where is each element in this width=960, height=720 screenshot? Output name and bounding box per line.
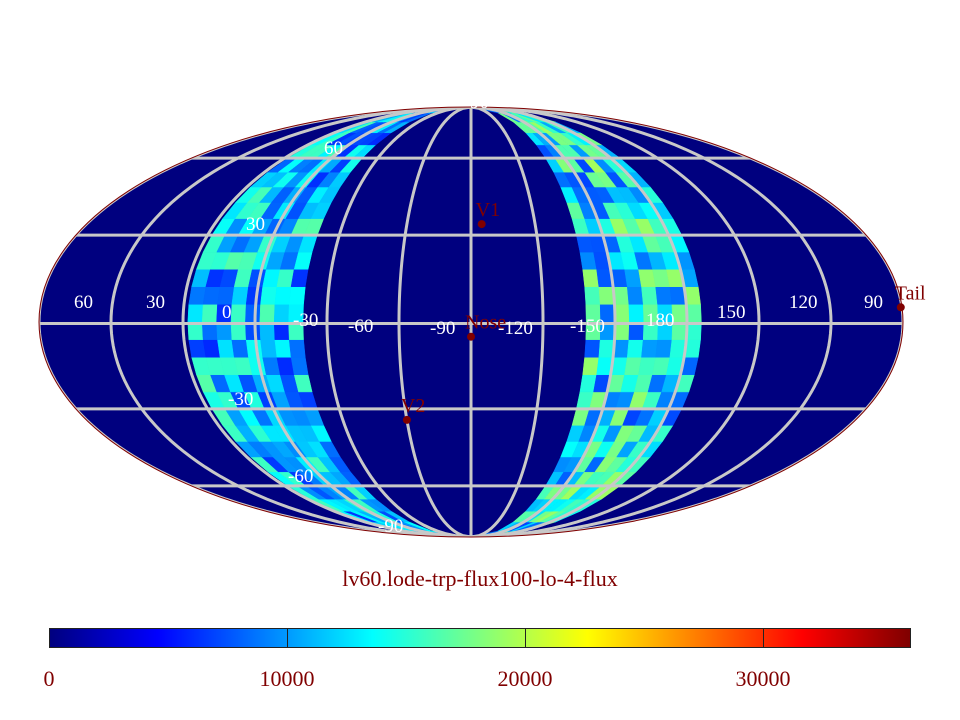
latitude-label: 90	[470, 92, 489, 113]
map-title: lv60.lode-trp-flux100-lo-4-flux	[342, 566, 618, 591]
marker-v1-dot	[477, 220, 486, 229]
flux-cell	[274, 286, 292, 305]
flux-cell	[231, 286, 249, 305]
marker-tail-label: Tail	[895, 282, 926, 304]
sky-map: 60 30 0 -30 -60 -90 -120 -150 180 150 120 90 90 60 30 -…	[38, 92, 927, 538]
grid-labels: 60 30 0 -30 -60 -90 -120 -150 180 150 120 90 90 60 30 -…	[74, 92, 883, 537]
longitude-label: 90	[864, 292, 883, 313]
latitude-label: 30	[246, 214, 265, 235]
latitude-label: -90	[378, 516, 403, 537]
longitude-label: 0	[222, 302, 232, 323]
flux-cell	[273, 304, 290, 323]
longitude-label: 150	[717, 302, 746, 323]
longitude-label: -60	[348, 316, 373, 337]
flux-cell	[187, 304, 204, 323]
flux-cell	[288, 286, 306, 305]
flux-cell	[288, 339, 306, 358]
marker-tail-dot	[896, 303, 905, 312]
marker-nose-label: Nose	[465, 312, 506, 334]
marker-v2-dot	[402, 415, 411, 424]
flux-cell	[290, 269, 309, 287]
marker-nose-dot	[467, 332, 475, 341]
colorbar-label-30000: 30000	[735, 666, 791, 691]
longitude-label: 180	[646, 310, 675, 331]
flux-cell	[582, 269, 600, 287]
colorbar	[49, 628, 911, 648]
flux-cell	[230, 304, 247, 323]
flux-cell	[245, 304, 261, 323]
longitude-label: 30	[146, 292, 165, 313]
flux-cell	[626, 286, 644, 305]
flux-cell	[217, 339, 235, 358]
latitude-label: 60	[324, 138, 343, 159]
flux-cell	[686, 304, 702, 323]
longitude-label: 60	[74, 292, 93, 313]
map-border	[38, 106, 904, 538]
flux-cell	[231, 339, 249, 358]
marker-v1-label: V1	[476, 199, 500, 221]
colorbar-label-20000: 20000	[497, 666, 553, 691]
colorbar-tick	[525, 629, 526, 647]
colorbar-label-10000: 10000	[259, 666, 315, 691]
flux-cell	[628, 304, 645, 323]
colorbar-label-0: 0	[43, 666, 55, 691]
flux-cell	[655, 339, 673, 358]
flux-cell	[641, 286, 658, 305]
longitude-label: 120	[789, 292, 818, 313]
flux-cell	[582, 357, 600, 375]
flux-cells	[187, 107, 702, 537]
flux-cell	[259, 304, 276, 323]
marker-v2-label: V2	[401, 395, 425, 417]
longitude-label: -150	[570, 316, 605, 337]
longitude-label: -120	[498, 318, 533, 339]
flux-cell	[655, 286, 673, 305]
flux-cell	[202, 286, 221, 305]
flux-cell	[202, 339, 221, 358]
flux-cell	[584, 286, 601, 305]
flux-cell	[245, 286, 263, 305]
flux-cell	[274, 339, 292, 358]
flux-cell	[641, 339, 658, 358]
flux-cell	[626, 339, 644, 358]
flux-cell	[290, 357, 309, 375]
colorbar-tick	[287, 629, 288, 647]
colorbar-tick	[763, 629, 764, 647]
flux-cell	[614, 304, 630, 323]
longitude-label: -30	[293, 310, 318, 331]
flux-cell	[260, 339, 278, 358]
markers: V1 Nose V2 Tail	[401, 199, 926, 424]
flux-cell	[245, 339, 263, 358]
latitude-label: -30	[228, 389, 253, 410]
flux-cell	[201, 304, 218, 323]
flux-cell	[584, 339, 601, 358]
flux-cell	[260, 286, 278, 305]
latitude-label: -60	[288, 466, 313, 487]
longitude-label: -90	[430, 318, 455, 339]
